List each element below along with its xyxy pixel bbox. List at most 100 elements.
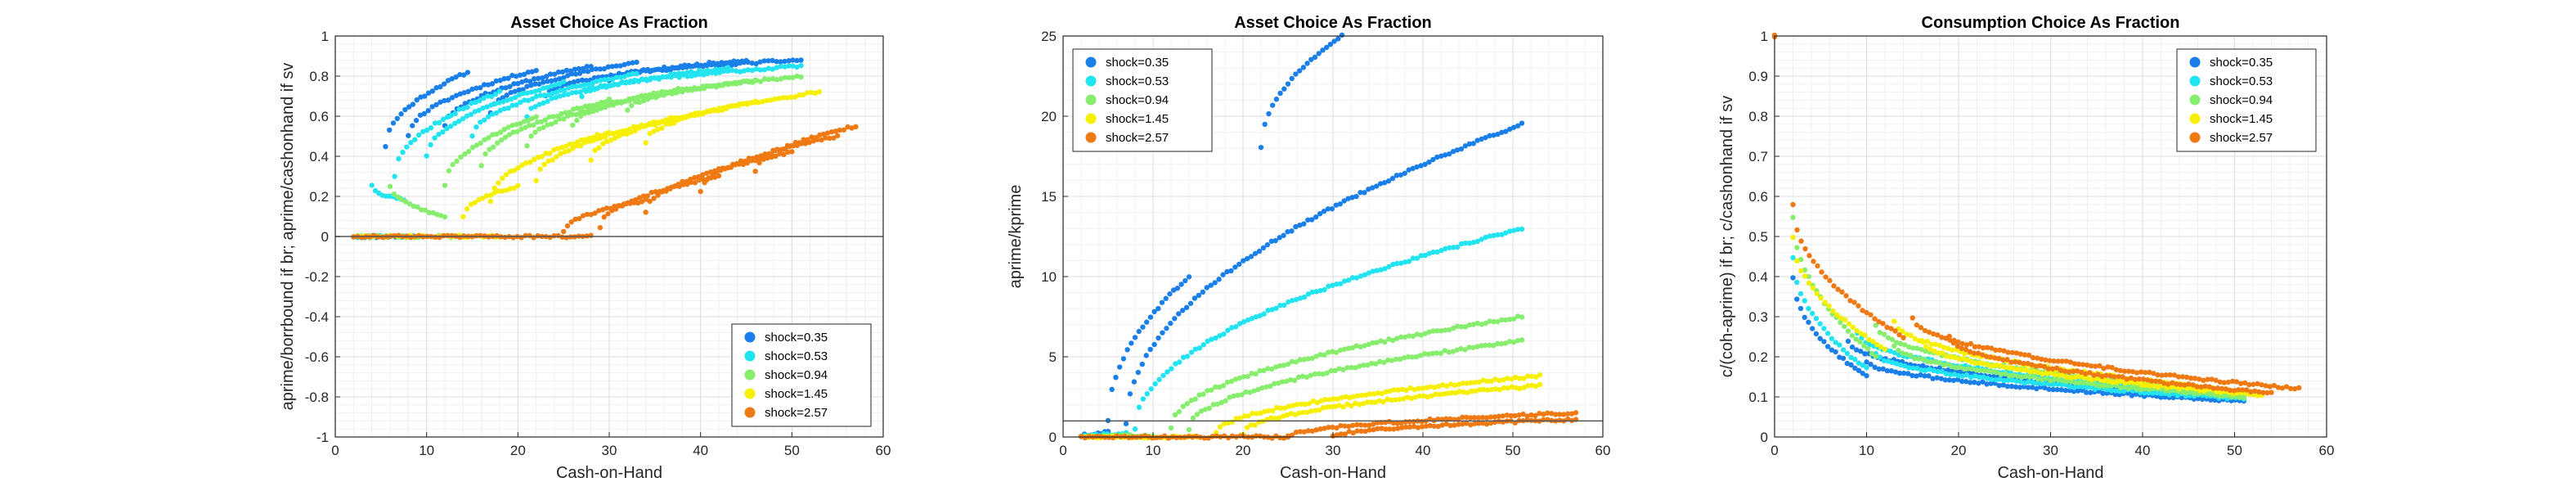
data-point [1200, 391, 1206, 397]
data-point [2058, 387, 2064, 393]
data-point [788, 94, 794, 100]
y-tick-label: -1 [316, 430, 329, 445]
data-point [1950, 377, 1957, 384]
data-point [629, 198, 635, 204]
data-point [1236, 321, 1243, 327]
data-point [595, 132, 600, 137]
data-point [692, 174, 698, 181]
data-point [519, 79, 525, 85]
data-point [1955, 372, 1962, 379]
data-point [1994, 369, 2000, 376]
data-point [1190, 415, 1196, 421]
data-point [699, 111, 705, 117]
data-point [1196, 392, 1202, 398]
data-point [1361, 362, 1367, 368]
data-point [1968, 380, 1973, 385]
data-point [545, 92, 551, 98]
data-point [588, 232, 594, 238]
data-point [757, 67, 764, 73]
data-point [2026, 368, 2033, 375]
data-point [1341, 346, 1348, 352]
data-point [1395, 426, 1401, 431]
data-point [2002, 371, 2008, 376]
data-point [1545, 410, 1551, 416]
data-point [1344, 401, 1350, 408]
data-point [2147, 383, 2153, 389]
data-point [2102, 378, 2107, 384]
data-point [1508, 412, 1514, 419]
data-point [1313, 408, 1318, 413]
data-point [1428, 384, 1434, 390]
data-point [845, 124, 850, 130]
data-point [1802, 246, 1808, 252]
data-point [1442, 348, 1447, 354]
x-tick-label: 40 [2135, 443, 2151, 458]
data-point [1810, 285, 1816, 291]
legend-marker [1085, 56, 1097, 68]
data-point [563, 143, 568, 150]
data-point [395, 194, 401, 200]
data-point [2158, 390, 2164, 397]
data-point [1452, 382, 1458, 388]
data-point [1414, 255, 1420, 261]
data-point [1537, 410, 1542, 417]
data-point [1327, 41, 1334, 47]
y-tick-label: -0.2 [305, 269, 329, 285]
y-tick-label: 0.4 [309, 149, 329, 164]
data-point [1250, 410, 1255, 417]
data-point [541, 92, 547, 98]
data-point [1193, 434, 1200, 439]
data-point [1447, 381, 1454, 387]
data-point [809, 134, 815, 140]
data-point [750, 155, 756, 161]
data-point [465, 88, 471, 95]
data-point [527, 160, 533, 165]
data-point [831, 135, 837, 141]
data-point [1515, 123, 1521, 128]
data-point [1934, 375, 1940, 381]
data-point [396, 155, 402, 162]
data-point [1988, 381, 1994, 386]
data-point [2241, 394, 2246, 401]
data-point [417, 112, 424, 118]
data-point [509, 102, 515, 108]
data-point [579, 77, 586, 83]
data-point [1180, 354, 1187, 360]
data-point [1293, 429, 1299, 435]
data-point [1976, 381, 1981, 386]
data-point [1266, 110, 1272, 117]
data-point [1847, 298, 1853, 304]
data-point [1989, 345, 1995, 351]
data-point [761, 58, 767, 64]
data-point [780, 146, 787, 152]
data-point [565, 85, 572, 91]
data-point [1472, 380, 1479, 385]
data-point [1509, 376, 1515, 382]
data-point [1830, 308, 1836, 314]
x-tick-label: 10 [419, 443, 434, 458]
data-point [675, 182, 681, 187]
data-point [1239, 392, 1245, 398]
data-point [640, 76, 646, 83]
data-point [680, 178, 685, 185]
data-point [633, 99, 639, 105]
data-point [655, 192, 661, 198]
data-point [2147, 369, 2152, 376]
data-point [1135, 369, 1142, 376]
data-point [1928, 341, 1934, 347]
data-point [632, 128, 638, 134]
data-point [1819, 269, 1824, 275]
data-point [1932, 348, 1937, 354]
data-point [1168, 425, 1174, 431]
data-point [1381, 359, 1387, 366]
data-point [1986, 362, 1991, 368]
data-point [562, 149, 568, 155]
data-point [2142, 390, 2147, 396]
data-point [511, 185, 517, 191]
data-point [1892, 318, 1897, 324]
data-point [2129, 393, 2135, 399]
data-point [1245, 317, 1251, 323]
data-point [1349, 195, 1355, 200]
data-point [1842, 317, 1848, 322]
data-point [1148, 386, 1154, 392]
